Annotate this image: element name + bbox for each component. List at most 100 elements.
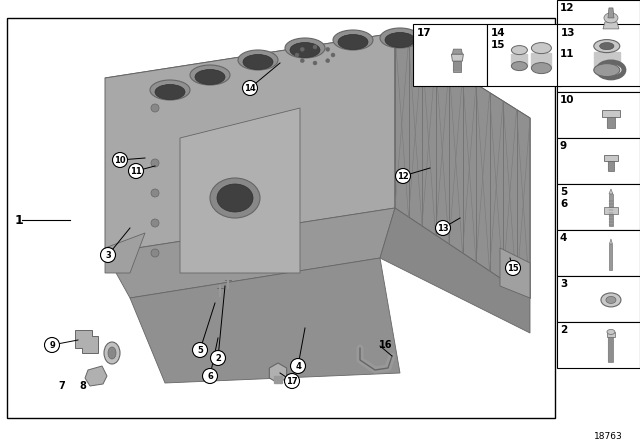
Text: 11: 11: [560, 49, 575, 59]
Ellipse shape: [238, 50, 278, 70]
Polygon shape: [609, 189, 613, 194]
Polygon shape: [85, 366, 107, 386]
Circle shape: [129, 164, 143, 178]
Circle shape: [300, 59, 304, 63]
Ellipse shape: [195, 69, 225, 85]
Circle shape: [151, 104, 159, 112]
Ellipse shape: [190, 65, 230, 85]
Text: 18763: 18763: [594, 431, 622, 440]
Ellipse shape: [290, 43, 320, 57]
Ellipse shape: [594, 64, 620, 77]
Ellipse shape: [150, 80, 190, 100]
Polygon shape: [603, 22, 619, 29]
Polygon shape: [105, 33, 395, 253]
Ellipse shape: [594, 39, 620, 52]
Circle shape: [506, 260, 520, 276]
Bar: [7, 18, 555, 418]
Bar: [557, 276, 640, 322]
Polygon shape: [180, 108, 300, 273]
Circle shape: [151, 249, 159, 257]
Circle shape: [202, 369, 218, 383]
Bar: [557, 24, 640, 86]
Circle shape: [151, 159, 159, 167]
Polygon shape: [105, 208, 395, 298]
Polygon shape: [531, 53, 552, 68]
Polygon shape: [500, 248, 530, 298]
Text: 12: 12: [560, 3, 575, 13]
Polygon shape: [607, 117, 615, 128]
Ellipse shape: [531, 63, 552, 73]
Circle shape: [151, 189, 159, 197]
Polygon shape: [607, 332, 615, 337]
Text: 9: 9: [560, 141, 567, 151]
Bar: [487, 24, 561, 86]
Text: 4: 4: [295, 362, 301, 370]
Text: 12: 12: [397, 172, 409, 181]
Bar: [557, 92, 640, 138]
Polygon shape: [380, 208, 530, 333]
Ellipse shape: [601, 293, 621, 307]
Polygon shape: [609, 239, 612, 244]
Ellipse shape: [606, 297, 616, 303]
Text: 11: 11: [130, 167, 142, 176]
Bar: [557, 0, 640, 46]
Text: 10: 10: [560, 95, 575, 105]
Polygon shape: [105, 233, 145, 273]
Ellipse shape: [531, 43, 552, 54]
Polygon shape: [609, 337, 614, 362]
Polygon shape: [274, 376, 282, 383]
Ellipse shape: [155, 85, 185, 99]
Circle shape: [313, 45, 317, 49]
Polygon shape: [130, 258, 400, 383]
Text: 4: 4: [560, 233, 568, 243]
Ellipse shape: [210, 178, 260, 218]
Bar: [557, 184, 640, 230]
Text: 6: 6: [207, 371, 213, 380]
Text: 17: 17: [417, 28, 431, 38]
Ellipse shape: [511, 62, 527, 71]
Circle shape: [326, 47, 330, 52]
Circle shape: [313, 61, 317, 65]
Ellipse shape: [104, 342, 120, 364]
Ellipse shape: [600, 43, 614, 50]
Ellipse shape: [243, 55, 273, 69]
Text: 9: 9: [49, 340, 55, 349]
Text: 3: 3: [105, 250, 111, 259]
Circle shape: [100, 247, 115, 263]
Polygon shape: [594, 52, 620, 70]
Text: 2: 2: [560, 325, 567, 335]
Text: 13: 13: [561, 28, 575, 38]
Bar: [557, 322, 640, 368]
Ellipse shape: [217, 184, 253, 212]
Circle shape: [435, 220, 451, 236]
Text: 14
15: 14 15: [491, 28, 506, 50]
Polygon shape: [452, 49, 462, 54]
Polygon shape: [451, 54, 463, 61]
Polygon shape: [602, 110, 620, 117]
Circle shape: [295, 53, 299, 57]
Text: 2: 2: [215, 353, 221, 362]
Polygon shape: [608, 161, 614, 171]
Ellipse shape: [108, 347, 116, 359]
Circle shape: [300, 47, 304, 52]
Bar: [557, 230, 640, 276]
Polygon shape: [609, 194, 613, 226]
Circle shape: [291, 358, 305, 374]
Bar: [413, 24, 487, 86]
Polygon shape: [453, 61, 461, 72]
Polygon shape: [609, 244, 612, 270]
Circle shape: [151, 219, 159, 227]
Polygon shape: [75, 330, 98, 353]
Text: 15: 15: [507, 263, 519, 272]
Text: 13: 13: [437, 224, 449, 233]
Text: 14: 14: [244, 83, 256, 92]
Ellipse shape: [285, 38, 325, 58]
Polygon shape: [511, 54, 527, 66]
Ellipse shape: [385, 33, 415, 47]
Ellipse shape: [607, 329, 615, 334]
Bar: [557, 138, 640, 184]
Polygon shape: [269, 363, 287, 383]
Text: 5: 5: [197, 345, 203, 354]
Ellipse shape: [598, 62, 624, 78]
Text: 5
6: 5 6: [560, 187, 567, 209]
